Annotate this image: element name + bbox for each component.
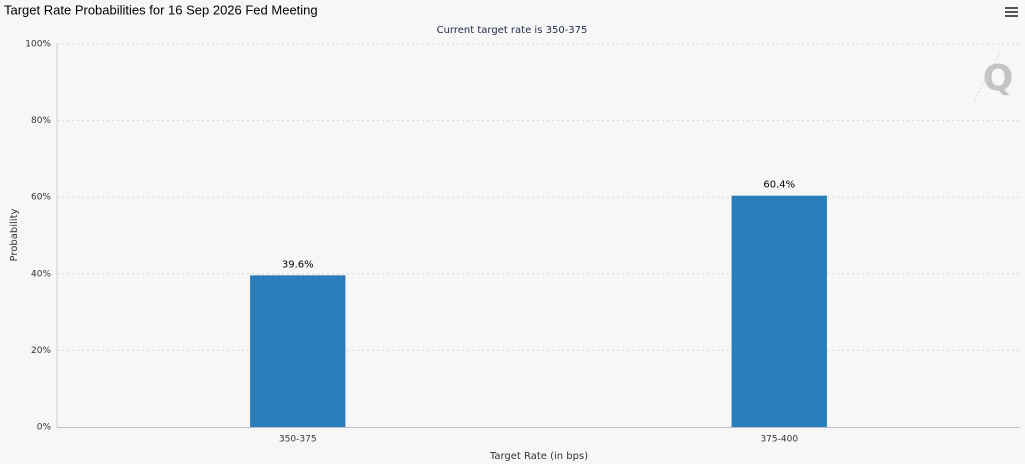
svg-text:Q: Q — [983, 58, 1014, 99]
watermark: Q — [974, 51, 1014, 101]
data-label: 60.4% — [763, 180, 795, 191]
menu-icon[interactable] — [1005, 7, 1018, 17]
bar — [250, 275, 346, 427]
chart-subtitle: Current target rate is 350-375 — [437, 25, 588, 36]
y-axis-label: Probability — [9, 208, 20, 261]
y-tick-label: 40% — [31, 269, 51, 279]
bar — [731, 195, 827, 427]
x-tick-label: 350-375 — [279, 435, 317, 445]
chart-title: Target Rate Probabilities for 16 Sep 202… — [4, 2, 318, 17]
y-tick-label: 20% — [31, 346, 51, 356]
data-label: 39.6% — [282, 259, 314, 270]
x-axis-label: Target Rate (in bps) — [489, 451, 588, 462]
x-tick-label: 375-400 — [760, 435, 798, 445]
y-tick-label: 60% — [31, 193, 51, 203]
y-tick-label: 80% — [31, 116, 51, 126]
y-tick-label: 100% — [25, 40, 51, 50]
y-tick-label: 0% — [37, 423, 52, 433]
